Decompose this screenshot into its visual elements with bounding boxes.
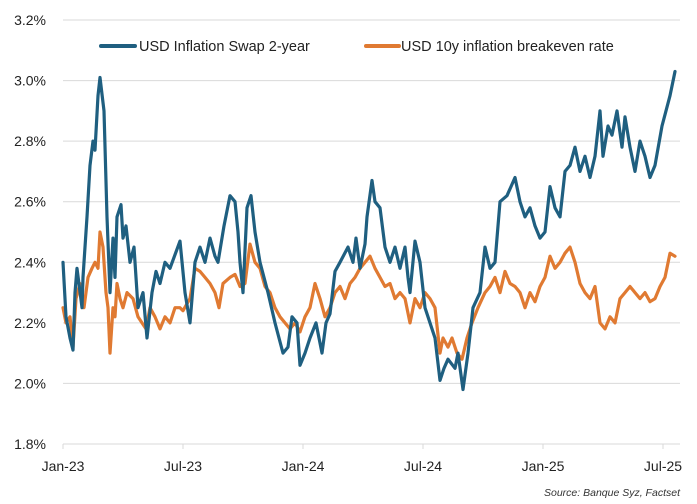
y-tick-label: 2.4% xyxy=(14,254,46,270)
x-tick-label: Jul-23 xyxy=(164,458,202,474)
x-tick-label: Jan-25 xyxy=(522,458,565,474)
y-tick-label: 2.0% xyxy=(14,375,46,391)
y-tick-label: 2.8% xyxy=(14,133,46,149)
series-line-swap-2y xyxy=(61,69,677,392)
y-tick-label: 3.2% xyxy=(14,12,46,28)
y-tick-label: 2.6% xyxy=(14,194,46,210)
x-axis-ticks: Jan-23 Jul-23 Jan-24 Jul-24 Jan-25 Jul-25 xyxy=(42,444,682,474)
y-axis-ticks: 1.8% 2.0% 2.2% 2.4% 2.6% 2.8% 3.0% 3.2% xyxy=(14,12,46,452)
x-tick-label: Jan-24 xyxy=(282,458,325,474)
x-tick-label: Jul-25 xyxy=(644,458,682,474)
legend-item-swap[interactable]: USD Inflation Swap 2-year xyxy=(99,39,310,55)
y-tick-label: 3.0% xyxy=(14,73,46,89)
series-line-breakeven-10y xyxy=(61,230,677,361)
series-lines xyxy=(61,69,677,392)
x-tick-label: Jul-24 xyxy=(404,458,442,474)
legend-item-breakeven[interactable]: USD 10y inflation breakeven rate xyxy=(364,39,614,55)
y-tick-label: 1.8% xyxy=(14,436,46,452)
legend-label-swap: USD Inflation Swap 2-year xyxy=(139,39,310,55)
gridlines xyxy=(63,19,680,445)
legend: USD Inflation Swap 2-year USD 10y inflat… xyxy=(99,39,614,55)
y-tick-label: 2.2% xyxy=(14,315,46,331)
source-note: Source: Banque Syz, Factset xyxy=(544,487,681,499)
x-tick-label: Jan-23 xyxy=(42,458,85,474)
legend-label-breakeven: USD 10y inflation breakeven rate xyxy=(401,39,614,55)
